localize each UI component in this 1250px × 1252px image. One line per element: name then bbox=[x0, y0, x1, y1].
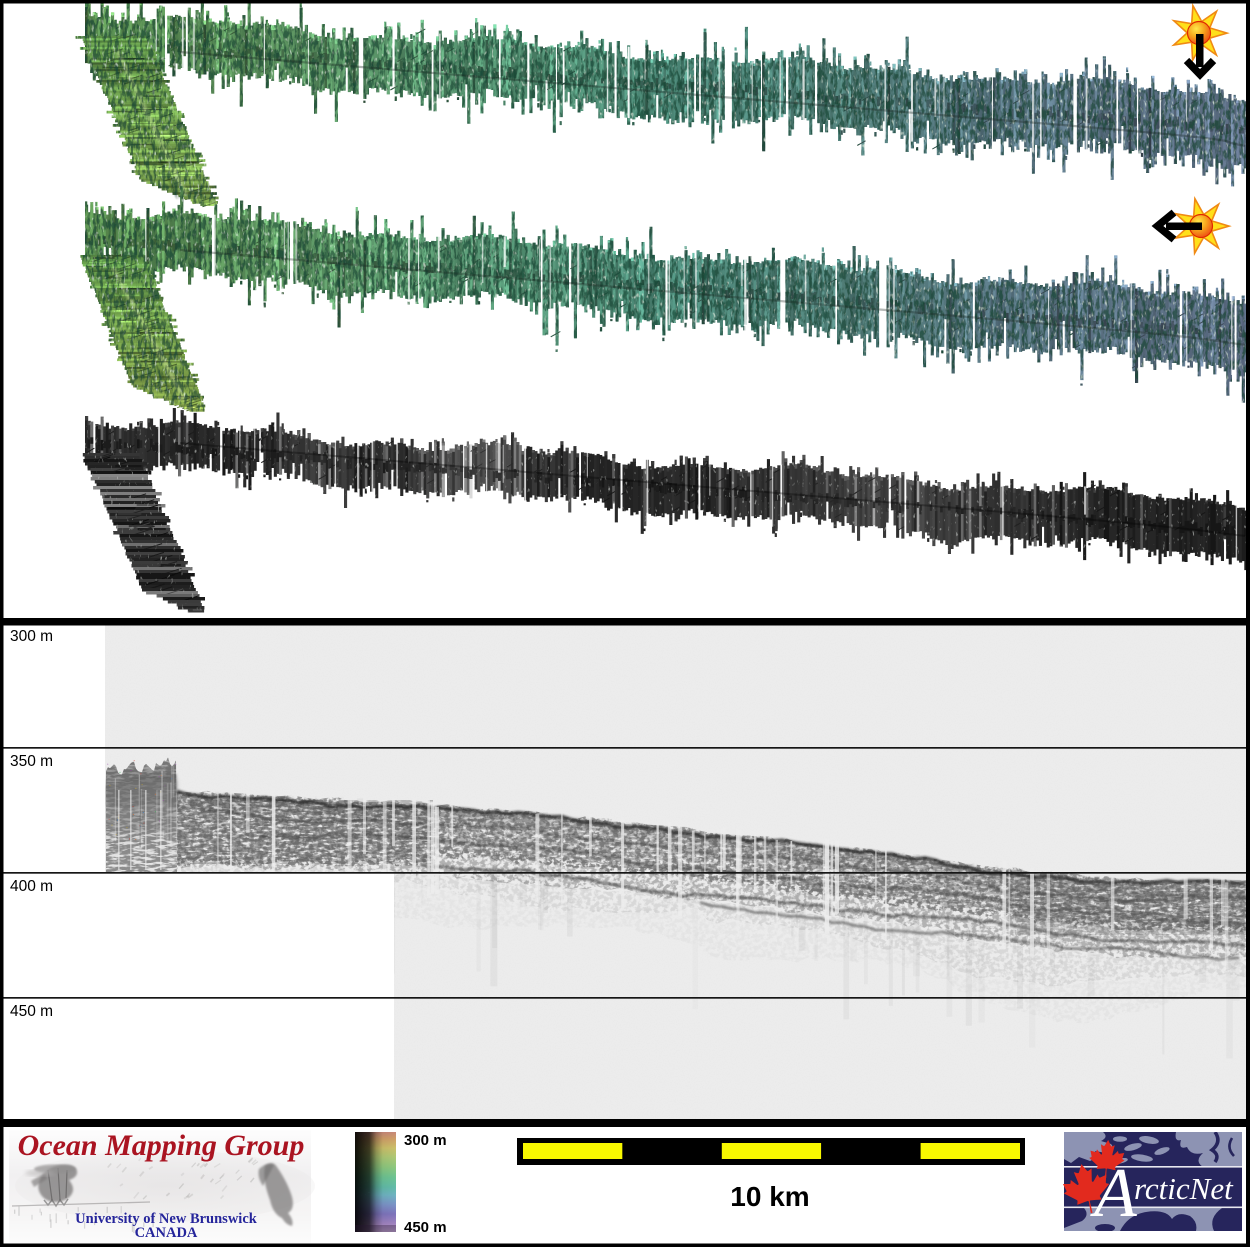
svg-text:300 m: 300 m bbox=[404, 1132, 447, 1149]
svg-text:A: A bbox=[1090, 1155, 1137, 1232]
svg-text:Ocean Mapping Group: Ocean Mapping Group bbox=[18, 1129, 305, 1162]
svg-text:350 m: 350 m bbox=[10, 753, 53, 770]
svg-text:450 m: 450 m bbox=[404, 1219, 447, 1236]
svg-text:300 m: 300 m bbox=[10, 628, 53, 645]
svg-text:rcticNet: rcticNet bbox=[1134, 1171, 1234, 1206]
svg-text:10 km: 10 km bbox=[730, 1181, 809, 1212]
svg-text:400 m: 400 m bbox=[10, 878, 53, 895]
svg-text:CANADA: CANADA bbox=[135, 1225, 198, 1241]
svg-text:University of New Brunswick: University of New Brunswick bbox=[75, 1211, 258, 1227]
svg-text:450 m: 450 m bbox=[10, 1003, 53, 1020]
